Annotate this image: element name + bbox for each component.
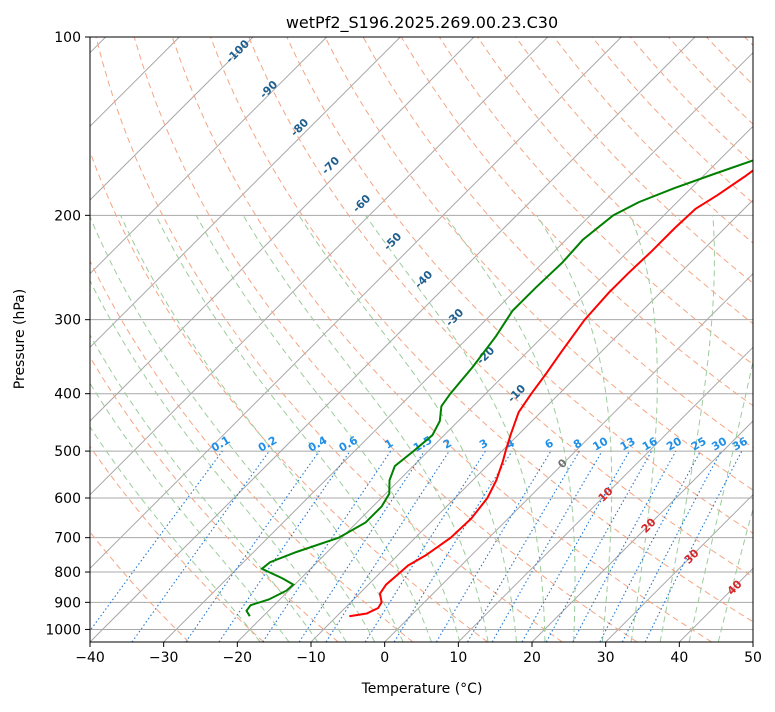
y-tick-label: 1000 (45, 622, 81, 638)
x-tick-label: −40 (75, 650, 105, 666)
x-tick-label: 50 (744, 650, 762, 666)
y-tick-label: 300 (54, 313, 81, 329)
x-axis-label: Temperature (°C) (361, 681, 483, 697)
y-tick-label: 400 (54, 387, 81, 403)
y-axis-label: Pressure (hPa) (12, 289, 28, 389)
x-tick-label: −10 (296, 650, 326, 666)
y-tick-label: 600 (54, 491, 81, 507)
chart-title: wetPf2_S196.2025.269.00.23.C30 (286, 13, 558, 33)
x-tick-label: −20 (223, 650, 253, 666)
y-tick-label: 500 (54, 444, 81, 460)
y-tick-label: 800 (54, 565, 81, 581)
y-tick-label: 700 (54, 531, 81, 547)
x-tick-label: 20 (523, 650, 541, 666)
x-tick-label: 40 (670, 650, 688, 666)
y-tick-label: 100 (54, 30, 81, 46)
y-tick-label: 900 (54, 595, 81, 611)
y-tick-label: 200 (54, 208, 81, 224)
x-tick-label: 10 (449, 650, 467, 666)
x-tick-label: −30 (149, 650, 179, 666)
x-tick-label: 30 (597, 650, 615, 666)
x-tick-label: 0 (380, 650, 389, 666)
